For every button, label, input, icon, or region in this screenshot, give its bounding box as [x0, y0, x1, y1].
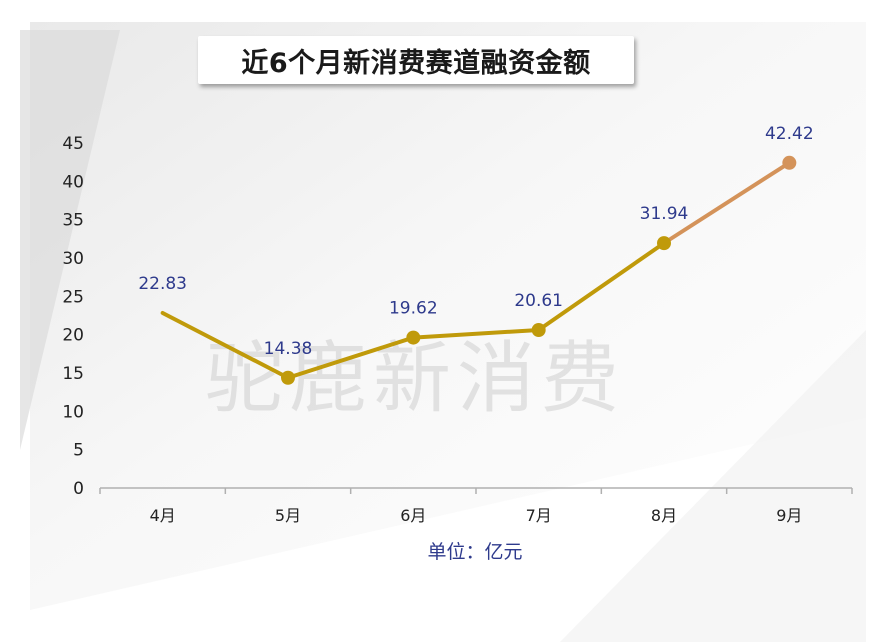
- y-tick-label: 15: [62, 364, 84, 384]
- x-tick-label: 4月: [150, 506, 176, 525]
- y-tick-label: 45: [62, 134, 84, 154]
- data-point: [406, 330, 421, 345]
- y-tick-label: 5: [73, 441, 84, 461]
- y-tick-label: 10: [62, 402, 84, 422]
- background-band-upper: [30, 22, 866, 610]
- chart-title: 近6个月新消费赛道融资金额: [241, 47, 591, 79]
- data-label: 20.61: [514, 291, 563, 311]
- y-tick-label: 40: [62, 172, 84, 192]
- y-tick-label: 25: [62, 287, 84, 307]
- data-point: [281, 370, 295, 385]
- series-segment: [536, 241, 666, 332]
- y-tick-label: 0: [73, 479, 84, 499]
- series-segment: [411, 327, 541, 340]
- y-tick-label: 35: [62, 211, 84, 231]
- x-tick-label: 8月: [651, 506, 677, 525]
- chart-title-box: 近6个月新消费赛道融资金额: [198, 36, 634, 84]
- data-label: 14.38: [264, 339, 313, 359]
- data-label: 42.42: [765, 124, 814, 144]
- x-tick-label: 9月: [776, 506, 802, 525]
- data-label: 22.83: [138, 274, 187, 294]
- x-axis: 4月 5月 6月 7月 8月 9月: [99, 487, 853, 525]
- data-labels: 22.83 14.38 19.62 20.61 31.94 42.42: [138, 124, 813, 359]
- data-point: [782, 155, 797, 170]
- x-tick-label: 6月: [400, 506, 426, 525]
- series-segment: [286, 335, 416, 380]
- data-point: [657, 236, 671, 251]
- x-tick-label: 5月: [275, 506, 301, 525]
- series-segment: [662, 160, 792, 246]
- y-tick-label: 20: [62, 326, 84, 346]
- data-label: 19.62: [389, 299, 438, 319]
- y-axis-ticks: 0 5 10 15 20 25 30 35 40 45: [62, 134, 84, 499]
- data-label: 31.94: [640, 204, 689, 224]
- watermark-text: 驼鹿新消费: [205, 334, 625, 424]
- data-point: [531, 322, 546, 337]
- series-segment: [160, 310, 290, 380]
- x-tick-label: 7月: [526, 506, 552, 525]
- background-band-left: [20, 30, 120, 450]
- y-tick-label: 30: [62, 249, 84, 269]
- series-line: [160, 155, 797, 385]
- unit-label: 单位：亿元: [427, 541, 523, 563]
- background-band-lower: [560, 330, 866, 642]
